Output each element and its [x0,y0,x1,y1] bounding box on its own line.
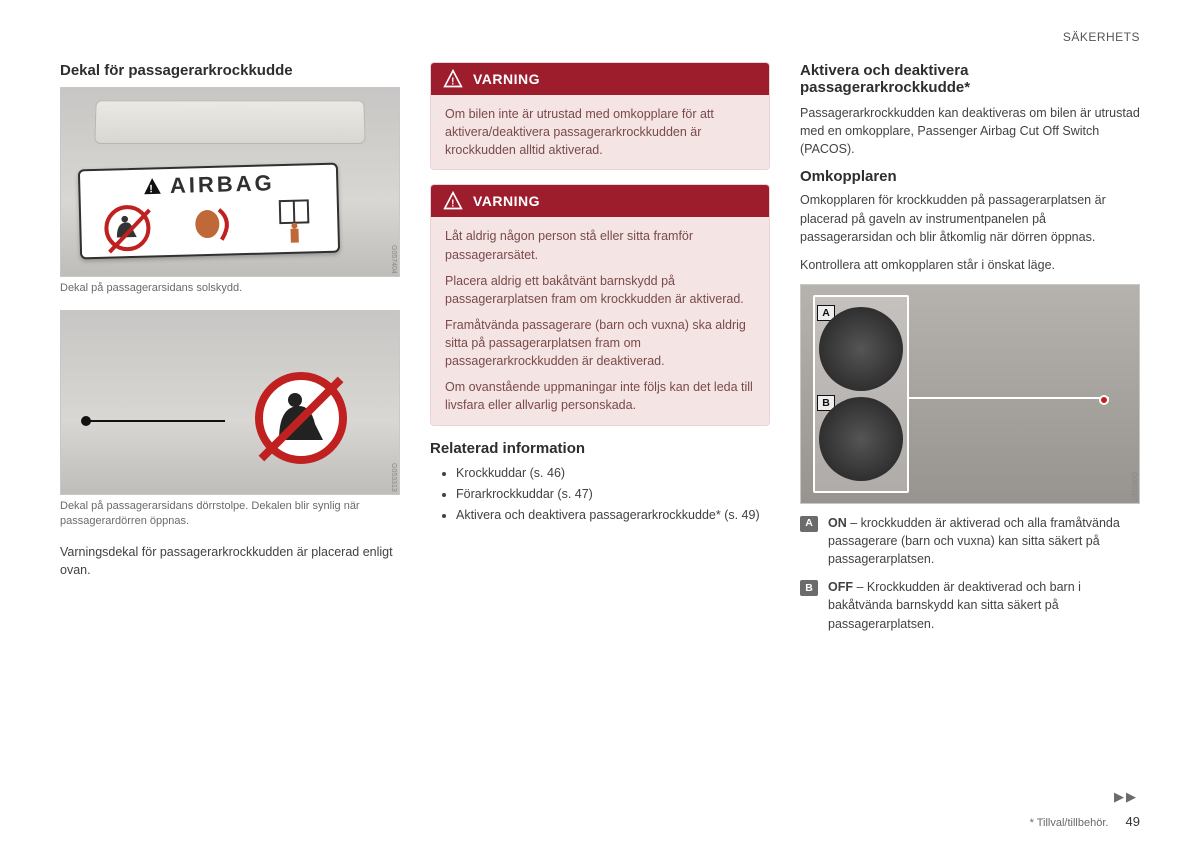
sunvisor-shape [94,100,366,144]
item-a-row: A ON – krockkudden är aktiverad och alla… [800,514,1140,568]
column-3: Aktivera och deaktivera passagerarkrockk… [800,62,1140,643]
continue-marker-icon: ▶▶ [1114,789,1138,805]
item-a-rest: – krockkudden är aktiverad och alla fram… [828,516,1120,566]
knob-a-wrap: A [819,307,903,391]
warning-1-p1: Om bilen inte är utrustad med omkopplare… [445,105,755,159]
svg-text:!: ! [149,183,155,195]
figure-id: G053313 [390,463,397,492]
warning-triangle-icon: ! [443,191,463,211]
warning-triangle-icon: ! [142,176,163,197]
col1-heading: Dekal för passagerarkrockkudde [60,62,400,79]
figure-id: G065187 [1130,472,1137,501]
warning-2-p4: Om ovanstående uppmaningar inte följs ka… [445,378,755,414]
warning-triangle-icon: ! [443,69,463,89]
warning-2-body: Låt aldrig någon person stå eller sitta … [431,217,769,424]
warning-2-p3: Framåtvända passagerare (barn och vuxna)… [445,316,755,370]
warning-1-title: VARNING [473,71,540,87]
related-item: Aktivera och deaktivera passagerarkrockk… [456,505,770,526]
columns: Dekal för passagerarkrockkudde ! AIRBAG [60,62,1140,643]
related-heading: Relaterad information [430,440,770,457]
item-b-strong: OFF [828,580,853,594]
figure-id: G057404 [390,245,397,274]
svg-text:!: ! [451,76,455,87]
column-2: ! VARNING Om bilen inte är utrustad med … [430,62,770,643]
warning-box-2: ! VARNING Låt aldrig någon person stå el… [430,184,770,425]
item-a-text: ON – krockkudden är aktiverad och alla f… [828,514,1140,568]
warning-1-body: Om bilen inte är utrustad med omkopplare… [431,95,769,169]
pacos-knob-off-icon [819,397,903,481]
related-item: Krockkuddar (s. 46) [456,463,770,484]
col3-subheading: Omkopplaren [800,168,1140,185]
item-b-text: OFF – Krockkudden är deaktiverad och bar… [828,578,1140,632]
callout-line [909,397,1109,399]
callout-dot [81,416,91,426]
marker-b-badge: B [800,580,818,596]
figure-door-caption: Dekal på passagerarsidans dörrstolpe. De… [60,499,400,529]
prohibit-child-seat-icon [103,204,150,251]
pacos-knob-on-icon [819,307,903,391]
manual-reference-icon [274,198,315,248]
airbag-decal-title: AIRBAG [170,170,275,199]
related-list: Krockkuddar (s. 46) Förarkrockkuddar (s.… [430,463,770,527]
item-b-row: B OFF – Krockkudden är deaktiverad och b… [800,578,1140,632]
warning-2-title: VARNING [473,193,540,209]
related-item: Förarkrockkuddar (s. 47) [456,484,770,505]
col3-intro: Passagerarkrockkudden kan deaktiveras om… [800,104,1140,158]
col3-p1: Omkopplaren för krockkudden på passagera… [800,191,1140,245]
item-b-rest: – Krockkudden är deaktiverad och barn i … [828,580,1081,630]
column-1: Dekal för passagerarkrockkudde ! AIRBAG [60,62,400,643]
airbag-decal-icons [87,195,332,254]
svg-text:!: ! [451,199,455,210]
spacer [800,504,1140,514]
figure-sunvisor: ! AIRBAG G057404 [60,87,400,277]
switch-callout-panel: A B [813,295,909,493]
airbag-decal: ! AIRBAG [78,163,340,260]
airbag-deploy-icon [189,199,236,251]
footnote: * Tillval/tillbehör. [1030,817,1109,829]
page-number: 49 [1126,814,1140,829]
warning-1-header: ! VARNING [431,63,769,95]
callout-line [85,420,225,422]
prohibit-rear-facing-icon [255,372,347,464]
warning-2-p1: Låt aldrig någon person stå eller sitta … [445,227,755,263]
figure-sunvisor-caption: Dekal på passagerarsidans solskydd. [60,281,400,296]
warning-box-1: ! VARNING Om bilen inte är utrustad med … [430,62,770,170]
warning-2-header: ! VARNING [431,185,769,217]
figure-door-pillar: G053313 [60,310,400,495]
marker-a-badge: A [800,516,818,532]
col3-heading: Aktivera och deaktivera passagerarkrockk… [800,62,1140,96]
warning-2-p2: Placera aldrig ett bakåtvänt barnskydd p… [445,272,755,308]
col1-lead-text: Varningsdekal för passagerarkrockkudden … [60,543,400,579]
knob-b-wrap: B [819,397,903,481]
page-footer: * Tillval/tillbehör. 49 [1030,814,1140,829]
switch-location-dot-icon [1099,395,1109,405]
figure-pacos-switch: A B G065187 [800,284,1140,504]
item-a-strong: ON [828,516,847,530]
col3-p2: Kontrollera att omkopplaren står i önska… [800,256,1140,274]
section-header: SÄKERHETS [60,30,1140,44]
